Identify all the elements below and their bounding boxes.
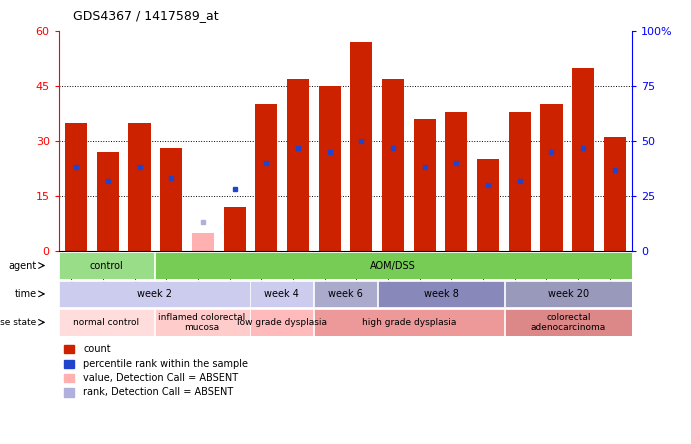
Bar (155, 309, 249, 336)
Bar (319, 86, 341, 251)
Bar (97, 152, 119, 251)
Bar (255, 104, 277, 251)
Bar (192, 233, 214, 251)
Bar (604, 137, 626, 251)
Text: low grade dysplasia: low grade dysplasia (237, 318, 327, 327)
Text: week 2: week 2 (137, 289, 172, 299)
Bar (509, 112, 531, 251)
Bar (382, 79, 404, 251)
Text: week 20: week 20 (548, 289, 589, 299)
Bar (572, 68, 594, 251)
Text: agent: agent (8, 261, 37, 270)
Text: count: count (83, 344, 111, 354)
Text: normal control: normal control (73, 318, 140, 327)
Text: time: time (15, 289, 37, 299)
Bar (59, 252, 154, 279)
Text: rank, Detection Call = ABSENT: rank, Detection Call = ABSENT (83, 388, 234, 397)
Bar (505, 281, 632, 307)
Text: inflamed colorectal
mucosa: inflamed colorectal mucosa (158, 313, 246, 332)
Bar (64, 374, 75, 382)
Text: value, Detection Call = ABSENT: value, Detection Call = ABSENT (83, 373, 238, 383)
Text: percentile rank within the sample: percentile rank within the sample (83, 359, 248, 369)
Bar (350, 42, 372, 251)
Bar (223, 207, 246, 251)
Text: high grade dysplasia: high grade dysplasia (362, 318, 457, 327)
Text: week 8: week 8 (424, 289, 459, 299)
Bar (314, 309, 504, 336)
Text: control: control (90, 261, 124, 270)
Text: GDS4367 / 1417589_at: GDS4367 / 1417589_at (73, 9, 218, 22)
Bar (540, 104, 562, 251)
Bar (64, 388, 75, 396)
Bar (59, 309, 154, 336)
Bar (65, 123, 87, 251)
Text: week 6: week 6 (328, 289, 363, 299)
Bar (477, 159, 499, 251)
Text: colorectal
adenocarcinoma: colorectal adenocarcinoma (531, 313, 606, 332)
Text: week 4: week 4 (265, 289, 299, 299)
Bar (505, 309, 632, 336)
Bar (59, 281, 249, 307)
Bar (314, 281, 377, 307)
Bar (250, 281, 313, 307)
Bar (64, 345, 75, 353)
Bar (378, 281, 504, 307)
Bar (64, 360, 75, 368)
Bar (287, 79, 309, 251)
Bar (414, 119, 436, 251)
Bar (129, 123, 151, 251)
Text: AOM/DSS: AOM/DSS (370, 261, 416, 270)
Bar (160, 148, 182, 251)
Bar (445, 112, 468, 251)
Text: disease state: disease state (0, 318, 37, 327)
Bar (250, 309, 313, 336)
Bar (155, 252, 632, 279)
